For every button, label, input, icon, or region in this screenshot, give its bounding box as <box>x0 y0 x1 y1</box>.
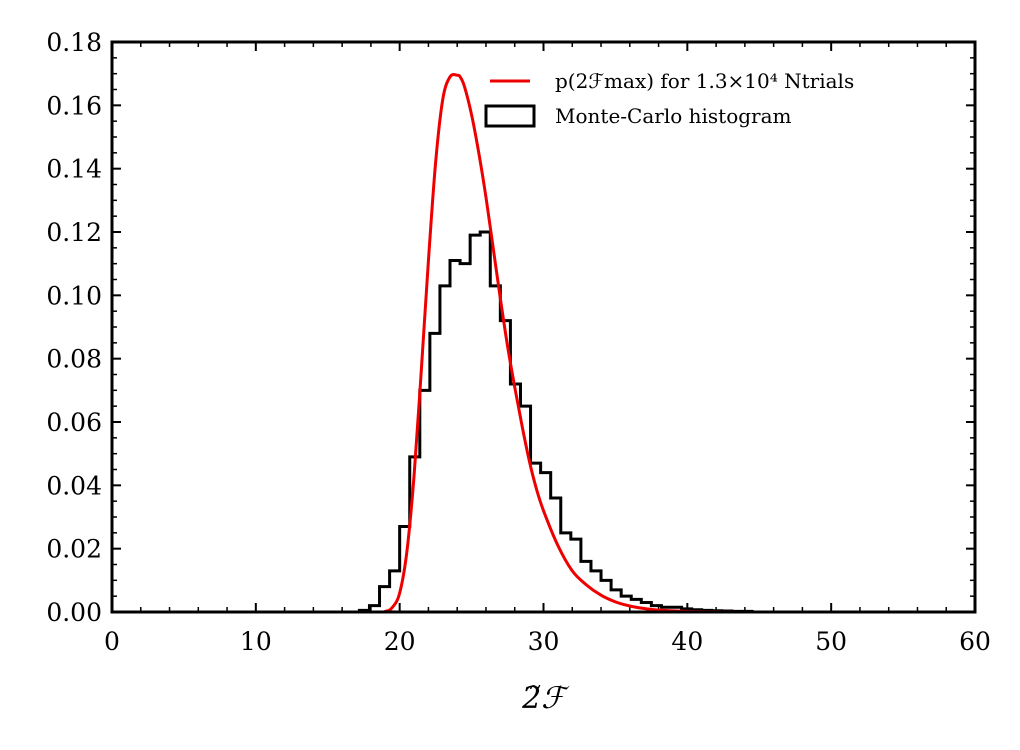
y-tick-label: 0.12 <box>46 218 102 247</box>
y-tick-label: 0.10 <box>46 281 102 310</box>
plot-frame <box>110 40 977 614</box>
density-curve-series <box>112 73 975 614</box>
x-tick-label: 50 <box>815 627 847 656</box>
y-tick-label: 0.06 <box>46 408 102 437</box>
y-tick-label: 0.08 <box>46 345 102 374</box>
x-axis-label: 2̃ℱ <box>521 681 570 716</box>
x-tick-label: 0 <box>104 627 120 656</box>
y-axis-ticks: 0.00 0.02 0.04 0.06 0.08 0.10 0.12 0.14 0.16 0.18 <box>46 28 975 627</box>
legend-label-histogram: Monte-Carlo histogram <box>555 104 792 128</box>
y-tick-label: 0.16 <box>46 91 102 120</box>
legend-histogram-swatch <box>484 104 536 128</box>
y-tick-label: 0.14 <box>46 155 102 184</box>
histogram-series <box>112 230 975 614</box>
y-tick-label: 0.02 <box>46 535 102 564</box>
legend: p(2ℱmax) for 1.3×10⁴ Ntrials Monte-Carlo… <box>484 69 854 128</box>
x-tick-label: 30 <box>528 627 560 656</box>
legend-label-curve: p(2ℱmax) for 1.3×10⁴ Ntrials <box>555 69 854 93</box>
x-axis-ticks: 0 10 20 30 40 50 60 <box>104 42 991 656</box>
y-tick-label: 0.04 <box>46 471 102 500</box>
plot-area <box>112 73 975 614</box>
y-tick-label: 0.00 <box>46 598 102 627</box>
y-tick-label: 0.18 <box>46 28 102 57</box>
x-tick-label: 10 <box>240 627 272 656</box>
x-tick-label: 40 <box>671 627 703 656</box>
x-tick-label: 60 <box>959 627 991 656</box>
x-tick-label: 20 <box>384 627 416 656</box>
